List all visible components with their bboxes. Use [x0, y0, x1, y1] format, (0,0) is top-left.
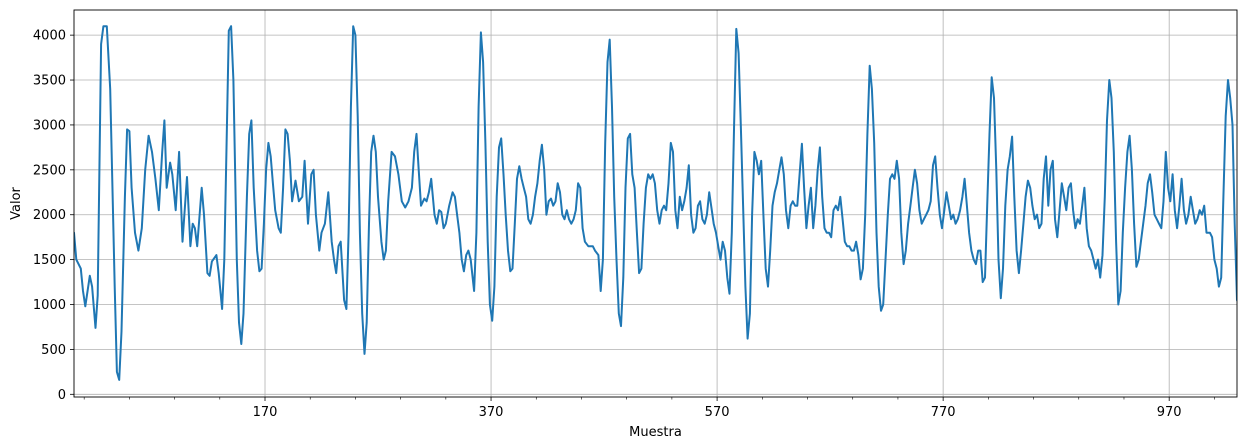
y-axis-title: Valor — [9, 186, 24, 219]
plot-frame — [73, 9, 1238, 398]
y-tick-label: 1500 — [33, 253, 66, 268]
y-tick-label: 2500 — [33, 163, 66, 178]
x-axis-title: Muestra — [629, 425, 682, 440]
x-tick-label: 170 — [253, 405, 278, 420]
x-tick-label: 770 — [931, 405, 956, 420]
y-tick-label: 1000 — [33, 298, 66, 313]
y-tick-label: 3500 — [33, 74, 66, 89]
y-tick-label: 3000 — [33, 118, 66, 133]
y-tick-label: 4000 — [33, 29, 66, 44]
series-layer — [74, 25, 1237, 381]
y-tick-label: 2000 — [33, 208, 66, 223]
axis-ticks: 170 370 570 770 970 0 500 1000 1500 2000 2500 3000 3… — [33, 29, 1215, 420]
x-tick-label: 570 — [705, 405, 730, 420]
x-tick-label: 970 — [1157, 405, 1182, 420]
x-tick-label: 370 — [479, 405, 504, 420]
series-line — [74, 25, 1237, 381]
y-tick-label: 0 — [58, 388, 66, 403]
grid — [74, 10, 1237, 397]
y-tick-label: 500 — [41, 343, 66, 358]
